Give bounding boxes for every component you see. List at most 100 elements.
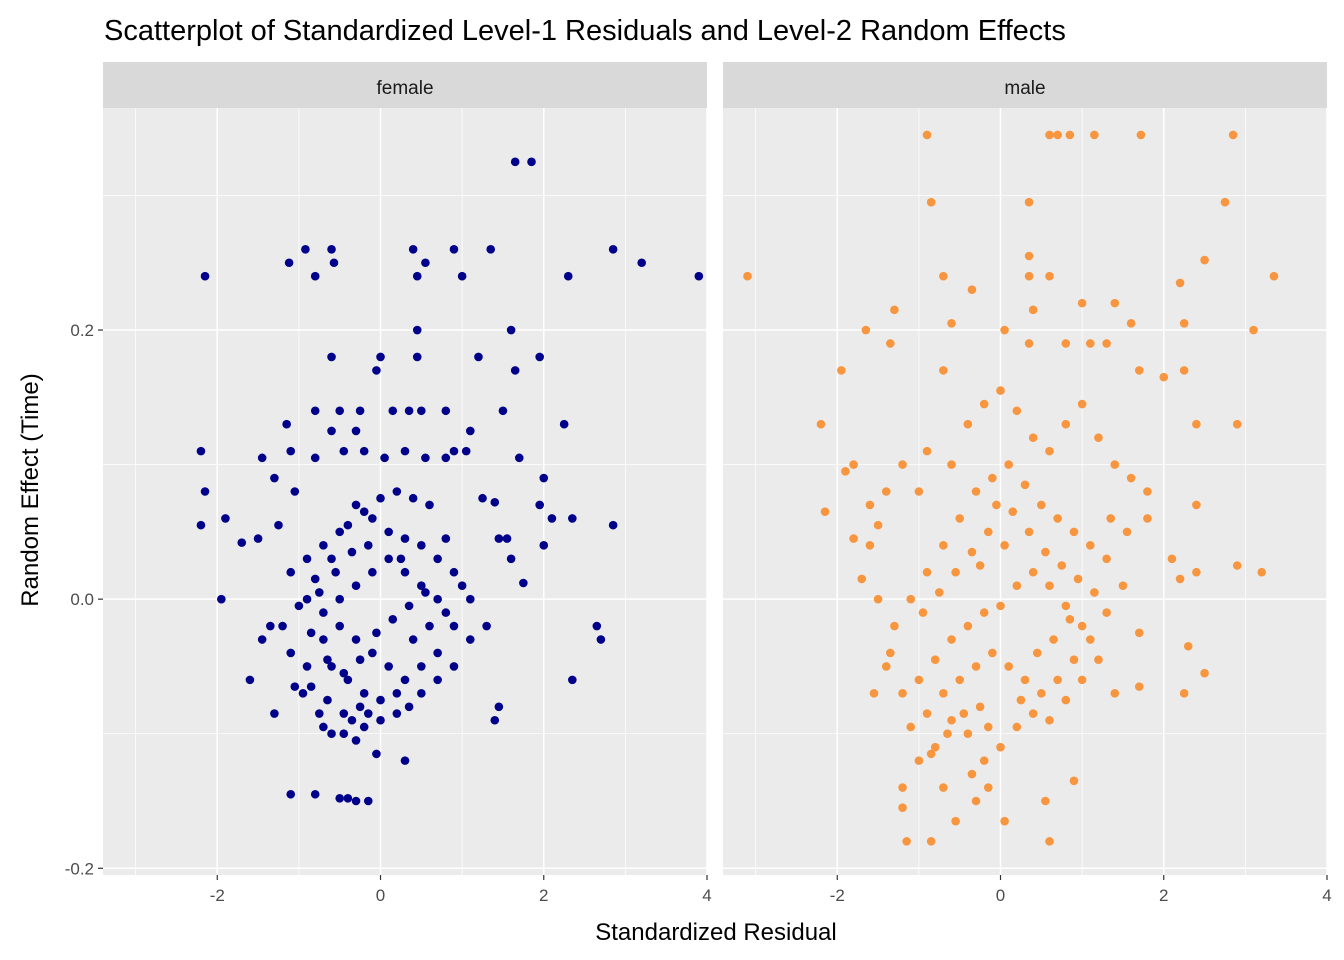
data-point: [319, 608, 328, 617]
data-point: [1143, 487, 1152, 496]
data-point: [449, 567, 459, 577]
data-point: [996, 601, 1005, 611]
data-point: [347, 547, 357, 557]
data-point: [286, 446, 296, 456]
data-point: [490, 715, 500, 725]
data-point: [1085, 635, 1095, 644]
data-point: [979, 399, 989, 409]
data-point: [898, 803, 907, 813]
data-point: [343, 675, 353, 685]
data-point: [376, 695, 385, 705]
data-point: [372, 366, 381, 375]
data-point: [963, 729, 973, 739]
data-point: [298, 689, 308, 698]
facet-strip-label: male: [1004, 78, 1045, 99]
facet-strip: [723, 62, 1327, 108]
data-point: [417, 581, 426, 590]
data-point: [323, 695, 332, 705]
data-point: [1000, 325, 1009, 335]
data-point: [1232, 561, 1242, 570]
data-point: [1102, 608, 1111, 617]
data-point: [1094, 655, 1103, 665]
y-tick-label: 0.2: [70, 321, 94, 340]
data-point: [1053, 130, 1062, 140]
data-point: [1122, 527, 1132, 537]
data-point: [433, 594, 442, 604]
data-point: [975, 561, 985, 570]
data-point: [482, 621, 491, 631]
data-point: [314, 588, 324, 597]
data-point: [1126, 318, 1136, 328]
chart-title: Scatterplot of Standardized Level-1 Resi…: [104, 15, 1066, 47]
data-point: [881, 662, 891, 671]
data-point: [404, 406, 414, 416]
data-point: [1269, 271, 1279, 281]
data-point: [1232, 419, 1242, 429]
data-point: [596, 635, 606, 644]
data-point: [351, 736, 361, 745]
data-point: [1102, 554, 1111, 564]
data-point: [608, 244, 618, 254]
data-point: [930, 655, 940, 665]
data-point: [257, 635, 267, 644]
data-point: [310, 406, 320, 416]
data-point: [637, 258, 647, 268]
data-point: [1053, 675, 1062, 685]
data-point: [914, 756, 924, 765]
data-point: [955, 675, 965, 685]
data-point: [898, 689, 907, 698]
data-point: [1094, 433, 1103, 442]
data-point: [1175, 278, 1185, 288]
data-point: [343, 794, 353, 803]
data-point: [1126, 473, 1136, 483]
data-point: [1012, 406, 1022, 416]
data-point: [1045, 837, 1054, 846]
data-point: [1085, 541, 1095, 550]
data-point: [421, 453, 430, 463]
data-point: [1134, 682, 1144, 691]
data-point: [1110, 460, 1120, 469]
data-point: [396, 554, 406, 564]
data-point: [881, 487, 891, 496]
data-point: [1085, 339, 1095, 348]
data-point: [310, 574, 320, 584]
data-point: [971, 796, 981, 806]
data-point: [510, 366, 520, 375]
data-point: [1069, 776, 1079, 786]
data-point: [465, 426, 475, 436]
data-point: [983, 722, 993, 732]
data-point: [1041, 547, 1050, 557]
data-point: [1077, 399, 1087, 409]
data-point: [376, 352, 385, 362]
data-point: [266, 621, 275, 631]
data-point: [384, 662, 393, 671]
data-point: [914, 487, 924, 496]
data-point: [816, 419, 826, 429]
data-point: [1024, 197, 1034, 207]
data-point: [947, 460, 956, 469]
data-point: [335, 594, 345, 604]
data-point: [979, 756, 989, 765]
data-point: [971, 662, 981, 671]
data-point: [314, 709, 324, 718]
data-point: [1000, 816, 1009, 826]
data-point: [301, 244, 310, 254]
data-point: [449, 621, 459, 631]
data-point: [1024, 271, 1034, 281]
data-point: [392, 487, 402, 496]
data-point: [939, 783, 948, 792]
data-point: [306, 628, 316, 638]
facet-panel-male: male -2 0 2 4: [723, 62, 1332, 905]
data-point: [934, 588, 944, 597]
data-point: [967, 547, 977, 557]
data-point: [441, 453, 451, 463]
data-point: [1136, 130, 1146, 140]
data-point: [930, 742, 940, 752]
data-point: [351, 581, 361, 590]
data-point: [363, 709, 373, 718]
data-point: [967, 769, 977, 779]
data-point: [841, 467, 850, 476]
data-point: [200, 487, 210, 496]
data-point: [335, 527, 345, 537]
